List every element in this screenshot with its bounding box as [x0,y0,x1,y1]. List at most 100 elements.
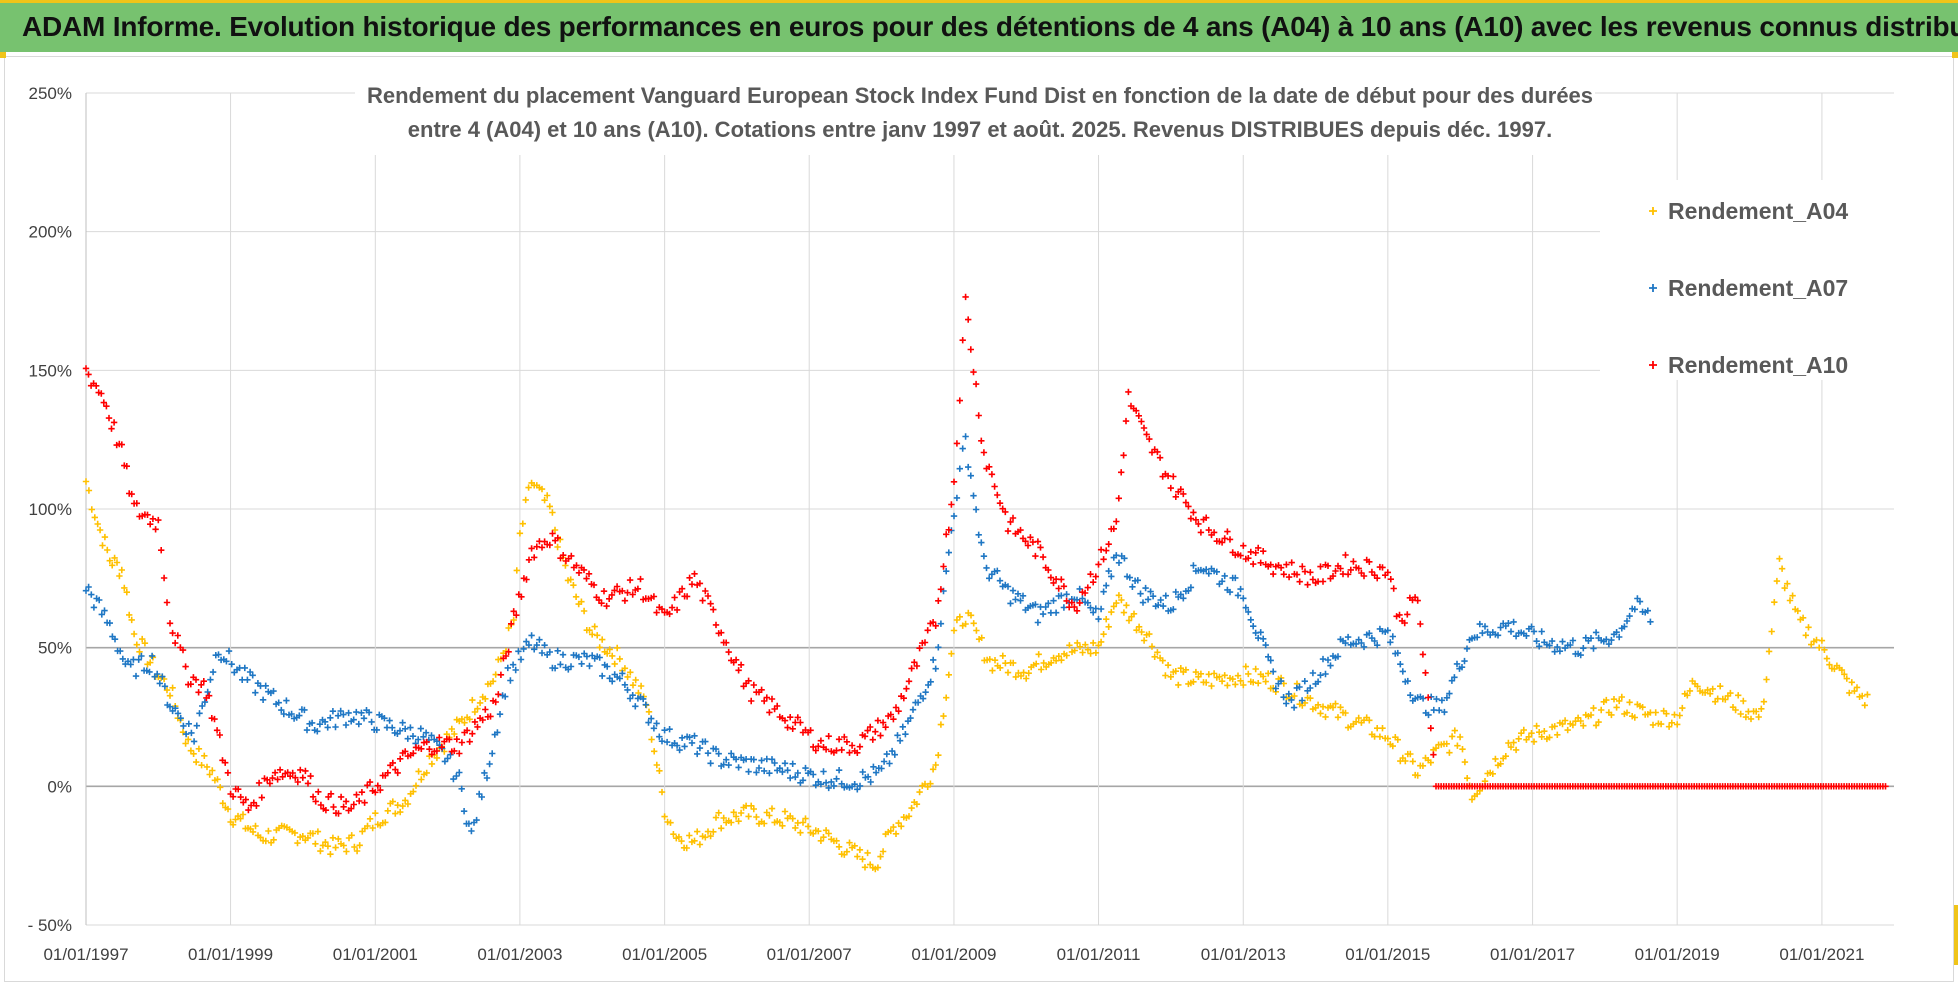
data-point [1590,645,1597,652]
data-point [91,514,98,521]
data-point [1221,535,1228,542]
data-point [185,720,192,727]
data-point [883,750,890,758]
data-point [784,724,791,731]
data-point [1034,619,1042,626]
data-point [82,478,90,485]
data-point [1528,730,1535,737]
data-point [1404,611,1411,618]
data-point [1121,555,1128,562]
data-point [1838,666,1846,674]
data-point [725,648,732,656]
data-point [453,772,460,780]
data-point [867,778,874,786]
data-point [214,776,221,783]
data-point [209,767,216,774]
data-point [351,843,358,851]
data-point [244,676,251,683]
data-point [895,708,902,715]
data-point [121,584,128,592]
data-point [1022,538,1029,545]
data-point [661,727,668,734]
data-point [1384,627,1391,634]
data-point [1017,597,1024,604]
data-point [887,827,894,835]
data-point [361,799,368,806]
data-point [1374,642,1381,649]
data-point [327,790,335,797]
data-point [624,673,631,681]
data-point [771,759,778,767]
data-point [356,842,363,849]
data-point [835,736,843,743]
data-point [851,781,858,788]
data-point [673,742,681,749]
data-point [586,627,593,634]
data-point [353,791,360,798]
data-point [1076,585,1083,593]
data-point [368,718,375,726]
data-point [758,757,765,764]
data-point [1564,726,1571,734]
data-point [596,654,603,661]
data-point [518,593,525,600]
data-point [1314,701,1322,708]
data-point [575,569,583,576]
data-point [789,725,796,732]
data-point [1172,493,1179,500]
data-point [1135,412,1142,419]
data-point [1587,711,1595,719]
data-point [1778,565,1786,572]
data-point [611,660,618,668]
data-point [812,782,819,789]
data-point [288,710,295,718]
data-point [766,812,773,819]
data-point [185,736,192,743]
data-point [797,719,804,726]
data-point [1319,655,1327,663]
data-point [916,645,923,652]
data-point [1397,661,1404,668]
y-tick-label: 50% [38,639,72,658]
data-point [1694,683,1701,690]
data-point [519,520,526,527]
data-point [291,829,299,837]
data-point [1342,709,1349,717]
data-point [505,624,512,632]
data-point [1639,704,1646,711]
data-point [874,717,882,724]
data-point [289,769,296,777]
data-point [146,668,153,676]
data-point [1090,639,1097,647]
data-point [330,803,337,811]
data-point [394,769,401,777]
data-point [948,650,955,657]
data-point [1489,770,1496,777]
data-point [249,672,256,679]
data-point [1520,726,1527,734]
y-tick-label: 200% [29,223,72,242]
data-point [1182,666,1190,673]
data-point [1060,583,1068,590]
data-point [182,730,190,738]
data-point [1773,577,1781,585]
data-point [358,709,365,716]
data-point [1192,516,1200,523]
data-point [528,545,535,552]
data-point [342,721,350,729]
data-point [215,651,222,658]
data-point [900,695,907,702]
data-point [1851,687,1858,695]
data-point [1735,692,1742,699]
data-point [1257,629,1264,636]
data-point [198,681,205,688]
data-point [1451,674,1458,681]
data-point [1203,679,1210,686]
data-point [85,371,92,378]
data-point [1255,680,1262,687]
data-point [1665,723,1673,730]
data-point [1250,623,1257,630]
data-point [1740,697,1747,705]
data-point [1409,758,1416,765]
data-point [190,750,197,757]
